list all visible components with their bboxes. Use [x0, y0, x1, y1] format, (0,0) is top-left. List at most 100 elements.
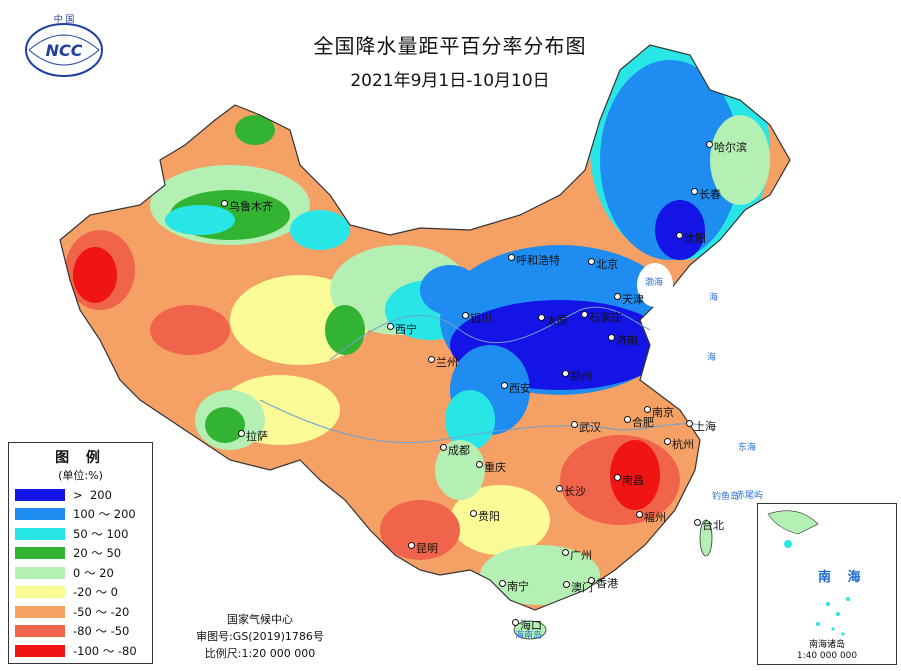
ncc-logo-icon: NCC 中 国 [25, 13, 103, 77]
city-marker-icon [238, 430, 245, 437]
city-label: 北京 [596, 258, 618, 271]
city-label: 南昌 [622, 474, 644, 487]
anomaly-patch [655, 200, 705, 260]
city-label: 石家庄 [589, 311, 622, 324]
legend-item: > 200 [15, 485, 137, 505]
legend-item: -20 ～ 0 [15, 583, 137, 603]
city-label: 长春 [699, 188, 721, 201]
legend-swatch [15, 644, 65, 657]
south-china-sea-inset: 南 海 南海诸岛 1:40 000 000 [757, 503, 897, 665]
inset-caption: 南海诸岛 1:40 000 000 [758, 640, 896, 662]
anomaly-patch [290, 210, 350, 250]
legend-item: -80 ～ -50 [15, 622, 137, 642]
yellow-river [329, 306, 651, 361]
sea-label: 海 [707, 353, 717, 363]
anomaly-patch [150, 305, 230, 355]
page-subtitle: 2021年9月1日-10月10日 [350, 71, 550, 91]
city-label: 西安 [509, 382, 531, 395]
city-marker-icon [624, 416, 631, 423]
city-label: 银川 [470, 312, 492, 325]
anomaly-patch [435, 440, 485, 500]
taiwan-island [699, 519, 713, 557]
legend-swatch [15, 586, 65, 599]
city-marker-icon [571, 421, 578, 428]
legend-item: -100 ～ -80 [15, 641, 137, 661]
sea-label: 海 [709, 293, 719, 303]
credit-agency: 国家气候中心 [227, 613, 293, 626]
china-border [59, 44, 791, 611]
legend-unit: (单位:%) [58, 469, 103, 482]
city-marker-icon [706, 141, 713, 148]
logo-abbr: NCC [46, 41, 83, 60]
city-label: 南宁 [507, 580, 529, 593]
anomaly-patch [610, 440, 660, 510]
city-label: 昆明 [416, 542, 438, 555]
legend-swatch [15, 508, 65, 521]
city-label: 长沙 [564, 485, 586, 498]
city-marker-icon [508, 254, 515, 261]
city-marker-icon [676, 232, 683, 239]
city-marker-icon [221, 200, 228, 207]
city-label: 南京 [652, 406, 674, 419]
city-label: 台北 [702, 519, 724, 532]
city-label: 郑州 [570, 370, 592, 383]
city-label: 武汉 [579, 421, 601, 434]
city-label: 广州 [570, 549, 592, 562]
anomaly-patch [480, 545, 600, 605]
legend-label: -20 ～ 0 [73, 585, 118, 600]
legend-rows: > 200 100 ～ 200 50 ～ 100 20 ～ 50 0 ～ 20 -20 ～… [15, 485, 137, 661]
legend-label: 50 ～ 100 [73, 526, 129, 541]
city-marker-icon [556, 485, 563, 492]
inset-sea-name: 南 海 [818, 570, 867, 585]
city-label: 西宁 [395, 323, 417, 336]
city-marker-icon [387, 323, 394, 330]
city-marker-icon [501, 382, 508, 389]
legend-label: > 200 [73, 487, 112, 502]
city-marker-icon [512, 619, 519, 626]
city-label: 香港 [596, 577, 618, 590]
sea-label: 钓鱼岛 [712, 492, 740, 502]
city-label: 兰州 [436, 356, 458, 369]
legend-label: 20 ～ 50 [73, 546, 122, 561]
logo-top-text: 中 国 [54, 13, 75, 25]
city-label: 重庆 [484, 461, 506, 474]
city-marker-icon [588, 258, 595, 265]
anomaly-patch [710, 115, 770, 205]
anomaly-patch [450, 485, 550, 555]
city-label: 贵阳 [478, 510, 500, 523]
city-marker-icon [614, 293, 621, 300]
anomaly-patch [445, 390, 495, 450]
city-marker-icon [694, 519, 701, 526]
city-marker-icon [608, 334, 615, 341]
city-marker-icon [686, 420, 693, 427]
city-marker-icon [408, 542, 415, 549]
city-label: 福州 [644, 511, 666, 524]
legend-item: 0 ～ 20 [15, 563, 137, 583]
city-marker-icon [644, 406, 651, 413]
city-marker-icon [691, 188, 698, 195]
city-marker-icon [588, 577, 595, 584]
city-marker-icon [428, 356, 435, 363]
city-marker-icon [440, 444, 447, 451]
bohai-sea [637, 263, 673, 307]
legend-label: -80 ～ -50 [73, 624, 130, 639]
city-marker-icon [581, 311, 588, 318]
city-label: 澳门 [571, 581, 593, 594]
hainan-island [513, 620, 547, 640]
legend-label: -100 ～ -80 [73, 643, 137, 658]
inset-map-icon [767, 510, 850, 636]
legend-swatch [15, 547, 65, 560]
legend-swatch [15, 488, 65, 501]
city-marker-icon [538, 314, 545, 321]
sea-label: 海南岛 [515, 631, 543, 641]
city-label: 济南 [616, 334, 638, 347]
city-label: 上海 [694, 420, 716, 433]
city-marker-icon [562, 370, 569, 377]
city-marker-icon [563, 581, 570, 588]
legend-swatch [15, 625, 65, 638]
anomaly-patch [235, 115, 275, 145]
city-marker-icon [664, 438, 671, 445]
city-label: 沈阳 [684, 232, 706, 245]
